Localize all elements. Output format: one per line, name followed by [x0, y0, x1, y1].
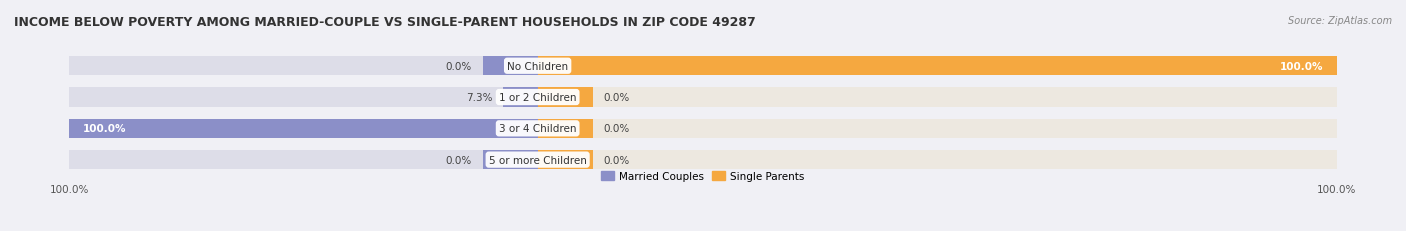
Bar: [69, 88, 537, 107]
Text: 0.0%: 0.0%: [603, 124, 630, 134]
Bar: [537, 119, 1337, 138]
Text: 1 or 2 Children: 1 or 2 Children: [499, 93, 576, 103]
Text: 100.0%: 100.0%: [1279, 61, 1323, 71]
Bar: [537, 150, 593, 170]
Bar: [69, 119, 537, 138]
Bar: [503, 88, 537, 107]
Bar: [482, 150, 537, 170]
Text: Source: ZipAtlas.com: Source: ZipAtlas.com: [1288, 16, 1392, 26]
Bar: [537, 57, 1337, 76]
Legend: Married Couples, Single Parents: Married Couples, Single Parents: [598, 167, 808, 186]
Bar: [69, 57, 537, 76]
Text: INCOME BELOW POVERTY AMONG MARRIED-COUPLE VS SINGLE-PARENT HOUSEHOLDS IN ZIP COD: INCOME BELOW POVERTY AMONG MARRIED-COUPL…: [14, 16, 756, 29]
Bar: [537, 88, 1337, 107]
Text: 0.0%: 0.0%: [603, 155, 630, 165]
Text: 7.3%: 7.3%: [465, 93, 492, 103]
Bar: [482, 57, 537, 76]
Text: No Children: No Children: [508, 61, 568, 71]
Text: 3 or 4 Children: 3 or 4 Children: [499, 124, 576, 134]
Bar: [69, 150, 537, 170]
Text: 100.0%: 100.0%: [83, 124, 127, 134]
Bar: [537, 88, 593, 107]
Bar: [537, 119, 593, 138]
Text: 5 or more Children: 5 or more Children: [489, 155, 586, 165]
Bar: [537, 150, 1337, 170]
Text: 0.0%: 0.0%: [446, 155, 471, 165]
Text: 0.0%: 0.0%: [603, 93, 630, 103]
Bar: [537, 57, 1337, 76]
Bar: [69, 119, 537, 138]
Text: 0.0%: 0.0%: [446, 61, 471, 71]
